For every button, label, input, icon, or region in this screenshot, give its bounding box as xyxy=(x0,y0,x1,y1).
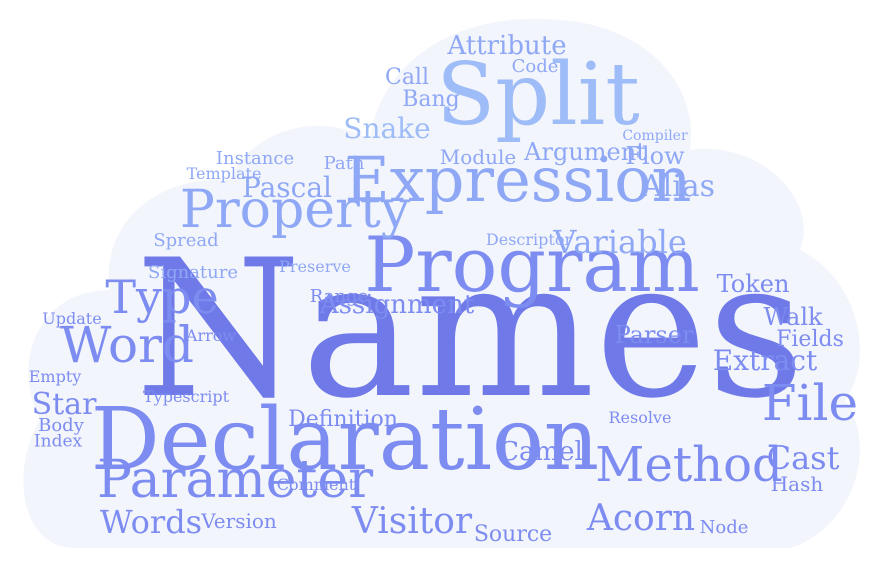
word-star: Star xyxy=(31,387,97,422)
word-compiler: Compiler xyxy=(622,128,688,144)
word-template: Template xyxy=(186,164,262,183)
word-cast: Cast xyxy=(766,439,840,477)
word-pascal: Pascal xyxy=(242,171,332,204)
word-declaration: Declaration xyxy=(90,390,600,490)
word-spread: Spread xyxy=(153,230,219,251)
word-range: Range xyxy=(309,286,369,307)
word-hash: Hash xyxy=(770,472,824,496)
word-instance: Instance xyxy=(215,148,295,169)
word-variable: Variable xyxy=(553,223,687,261)
word-descriptor: Descriptor xyxy=(485,230,573,249)
word-snake: Snake xyxy=(343,112,431,145)
word-definition: Definition xyxy=(288,407,398,432)
word-signature: Signature xyxy=(147,262,239,283)
word-split: Split xyxy=(436,45,640,145)
word-token: Token xyxy=(716,270,790,298)
word-code: Code xyxy=(511,56,559,77)
cloud-outline xyxy=(23,18,860,549)
word-names: Names xyxy=(135,219,805,440)
word-index: Index xyxy=(33,431,83,452)
word-method: Method xyxy=(595,437,783,493)
word-word: Word xyxy=(59,316,195,374)
word-comment: Comment xyxy=(276,475,356,494)
word-source: Source xyxy=(473,522,553,547)
word-bang: Bang xyxy=(402,87,460,112)
word-path: Path xyxy=(323,153,365,174)
word-resolve: Resolve xyxy=(608,408,672,427)
word-program: Program xyxy=(364,220,700,309)
word-file: File xyxy=(761,374,859,432)
word-parser: Parser xyxy=(614,321,694,349)
word-camel: Camel xyxy=(499,437,583,467)
word-body: Body xyxy=(38,415,84,436)
word-visitor: Visitor xyxy=(351,501,473,542)
word-assignment: Assignment xyxy=(319,290,475,320)
word-parameter: Parameter xyxy=(96,450,374,510)
word-acorn: Acorn xyxy=(586,498,696,539)
word-version: Version xyxy=(201,509,277,533)
word-expression: Expression xyxy=(344,143,692,216)
word-alias: Alias xyxy=(640,169,716,204)
word-attribute: Attribute xyxy=(447,31,567,61)
word-typescript: Typescript xyxy=(142,387,230,406)
word-empty: Empty xyxy=(28,367,82,386)
word-flow: Flow xyxy=(625,142,685,170)
word-extract: Extract xyxy=(712,344,818,377)
word-module: Module xyxy=(439,145,517,169)
word-call: Call xyxy=(384,65,430,90)
word-argument: Argument xyxy=(524,138,646,166)
word-node: Node xyxy=(699,517,749,538)
word-walk: Walk xyxy=(763,303,823,331)
word-fields: Fields xyxy=(776,327,844,352)
word-type: Type xyxy=(105,270,219,324)
word-preserve: Preserve xyxy=(279,257,351,276)
word-arrow: Arrow xyxy=(185,326,237,345)
word-words: Words xyxy=(99,503,203,541)
word-property: Property xyxy=(179,180,411,240)
word-update: Update xyxy=(42,309,102,328)
